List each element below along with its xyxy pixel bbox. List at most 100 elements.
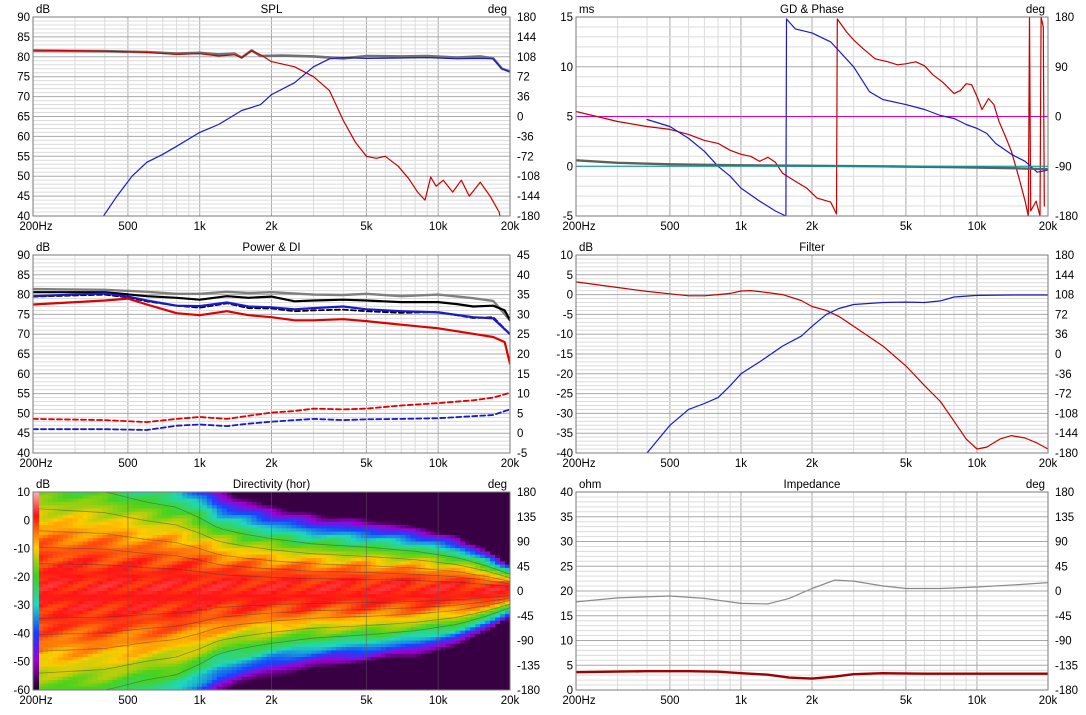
- y2-tick-label: 36: [517, 92, 530, 104]
- y2-tick-label: -90: [1055, 636, 1072, 648]
- y-tick-label: 5: [567, 660, 573, 672]
- y2-tick-label: -180: [1055, 448, 1078, 460]
- y2-tick-label: -36: [517, 131, 534, 143]
- y-tick-label: 75: [17, 72, 30, 84]
- y2-tick-label: -180: [1055, 685, 1078, 697]
- y-tick-label: 10: [560, 62, 573, 74]
- grid: [33, 255, 510, 453]
- y-tick-label: -5: [563, 309, 573, 321]
- grid: [576, 255, 1048, 453]
- y-tick-label: 15: [560, 611, 573, 623]
- y-axis-unit-left: dB: [579, 242, 593, 254]
- y-tick-label: -20: [556, 369, 573, 381]
- x-tick-label: 5k: [360, 221, 372, 233]
- x-tick-label: 1k: [194, 458, 206, 470]
- y-tick-label: 10: [560, 636, 573, 648]
- y-tick-label: 55: [17, 389, 30, 401]
- y2-tick-label: -108: [1055, 408, 1078, 420]
- y-tick-label: -25: [556, 389, 573, 401]
- y-tick-label: 85: [17, 32, 30, 44]
- y2-tick-label: 72: [1055, 309, 1068, 321]
- y-tick-label: -10: [556, 329, 573, 341]
- grid: [33, 17, 510, 216]
- y2-tick-label: -144: [517, 191, 541, 203]
- y-axis-unit-left: ohm: [579, 479, 601, 491]
- x-tick-label: 2k: [806, 221, 818, 233]
- panel-filter: FilterdB1050-5-10-15-20-25-30-35-4018014…: [556, 242, 1078, 470]
- x-tick-label: 2k: [806, 695, 818, 707]
- y-tick-label: 40: [560, 487, 573, 499]
- chart-title: SPL: [261, 4, 283, 16]
- y2-tick-label: -72: [517, 151, 534, 163]
- x-tick-label: 5k: [900, 695, 912, 707]
- x-tick-label: 20k: [1039, 458, 1058, 470]
- y2-tick-label: 5: [517, 408, 523, 420]
- y2-tick-label: 108: [517, 52, 536, 64]
- y-tick-label: 50: [17, 408, 30, 420]
- y2-tick-label: -72: [1055, 389, 1072, 401]
- y2-tick-label: 25: [517, 329, 530, 341]
- x-tick-label: 200Hz: [562, 458, 595, 470]
- y-tick-label: 80: [17, 52, 30, 64]
- y2-tick-label: 40: [517, 270, 530, 282]
- y-tick-label: -15: [556, 349, 573, 361]
- y-tick-label: 90: [17, 12, 30, 24]
- y2-tick-label: 180: [1055, 250, 1074, 262]
- x-tick-label: 200Hz: [562, 695, 595, 707]
- y2-tick-label: 0: [1055, 349, 1061, 361]
- y2-tick-label: 0: [517, 428, 523, 440]
- y2-tick-label: 45: [517, 250, 530, 262]
- y2-tick-label: 0: [1055, 112, 1061, 124]
- y-tick-label: 55: [17, 151, 30, 163]
- y-tick-label: 0: [567, 290, 573, 302]
- y2-tick-label: 0: [517, 112, 523, 124]
- y-tick-label: 5: [567, 270, 573, 282]
- y-tick-label: 65: [17, 112, 30, 124]
- y-tick-label: 30: [560, 537, 573, 549]
- y-axis-unit-left: dB: [36, 4, 50, 16]
- x-tick-label: 20k: [1039, 695, 1058, 707]
- x-tick-label: 1k: [194, 221, 206, 233]
- x-tick-label: 1k: [735, 221, 747, 233]
- x-tick-label: 20k: [501, 458, 520, 470]
- x-tick-label: 10k: [968, 221, 987, 233]
- y-tick-label: 60: [17, 131, 30, 143]
- y2-tick-label: 45: [1055, 561, 1068, 573]
- y-axis-unit-right: deg: [1026, 479, 1045, 491]
- y2-tick-label: 30: [517, 309, 530, 321]
- y2-tick-label: 15: [517, 369, 530, 381]
- y2-tick-label: 144: [1055, 270, 1075, 282]
- x-tick-label: 5k: [900, 221, 912, 233]
- x-tick-label: 200Hz: [19, 221, 52, 233]
- y2-tick-label: -180: [517, 211, 540, 223]
- y-tick-label: 90: [17, 250, 30, 262]
- x-tick-label: 200Hz: [19, 458, 52, 470]
- x-tick-label: 500: [660, 695, 679, 707]
- y-tick-label: 70: [17, 329, 30, 341]
- y2-tick-label: 144: [517, 32, 537, 44]
- y-axis-unit-left: ms: [579, 4, 595, 16]
- y2-tick-label: -90: [1055, 161, 1072, 173]
- y2-tick-label: 36: [1055, 329, 1068, 341]
- x-tick-label: 500: [118, 458, 137, 470]
- y-tick-label: 25: [560, 561, 573, 573]
- x-tick-label: 1k: [735, 458, 747, 470]
- y-tick-label: 45: [17, 191, 30, 203]
- y2-tick-label: 108: [1055, 290, 1074, 302]
- x-tick-label: 5k: [360, 458, 372, 470]
- y-axis-unit-right: deg: [1026, 4, 1045, 16]
- y2-tick-label: -180: [1055, 211, 1078, 223]
- x-tick-label: 500: [660, 458, 679, 470]
- y2-tick-label: 90: [1055, 537, 1068, 549]
- y-tick-label: 5: [567, 112, 573, 124]
- chart-title: Filter: [799, 242, 825, 254]
- y-tick-label: 75: [17, 309, 30, 321]
- y-tick-label: 45: [17, 428, 30, 440]
- chart-title: Impedance: [784, 479, 841, 491]
- x-tick-label: 10k: [429, 221, 448, 233]
- y-tick-label: 10: [560, 250, 573, 262]
- x-tick-label: 2k: [265, 221, 277, 233]
